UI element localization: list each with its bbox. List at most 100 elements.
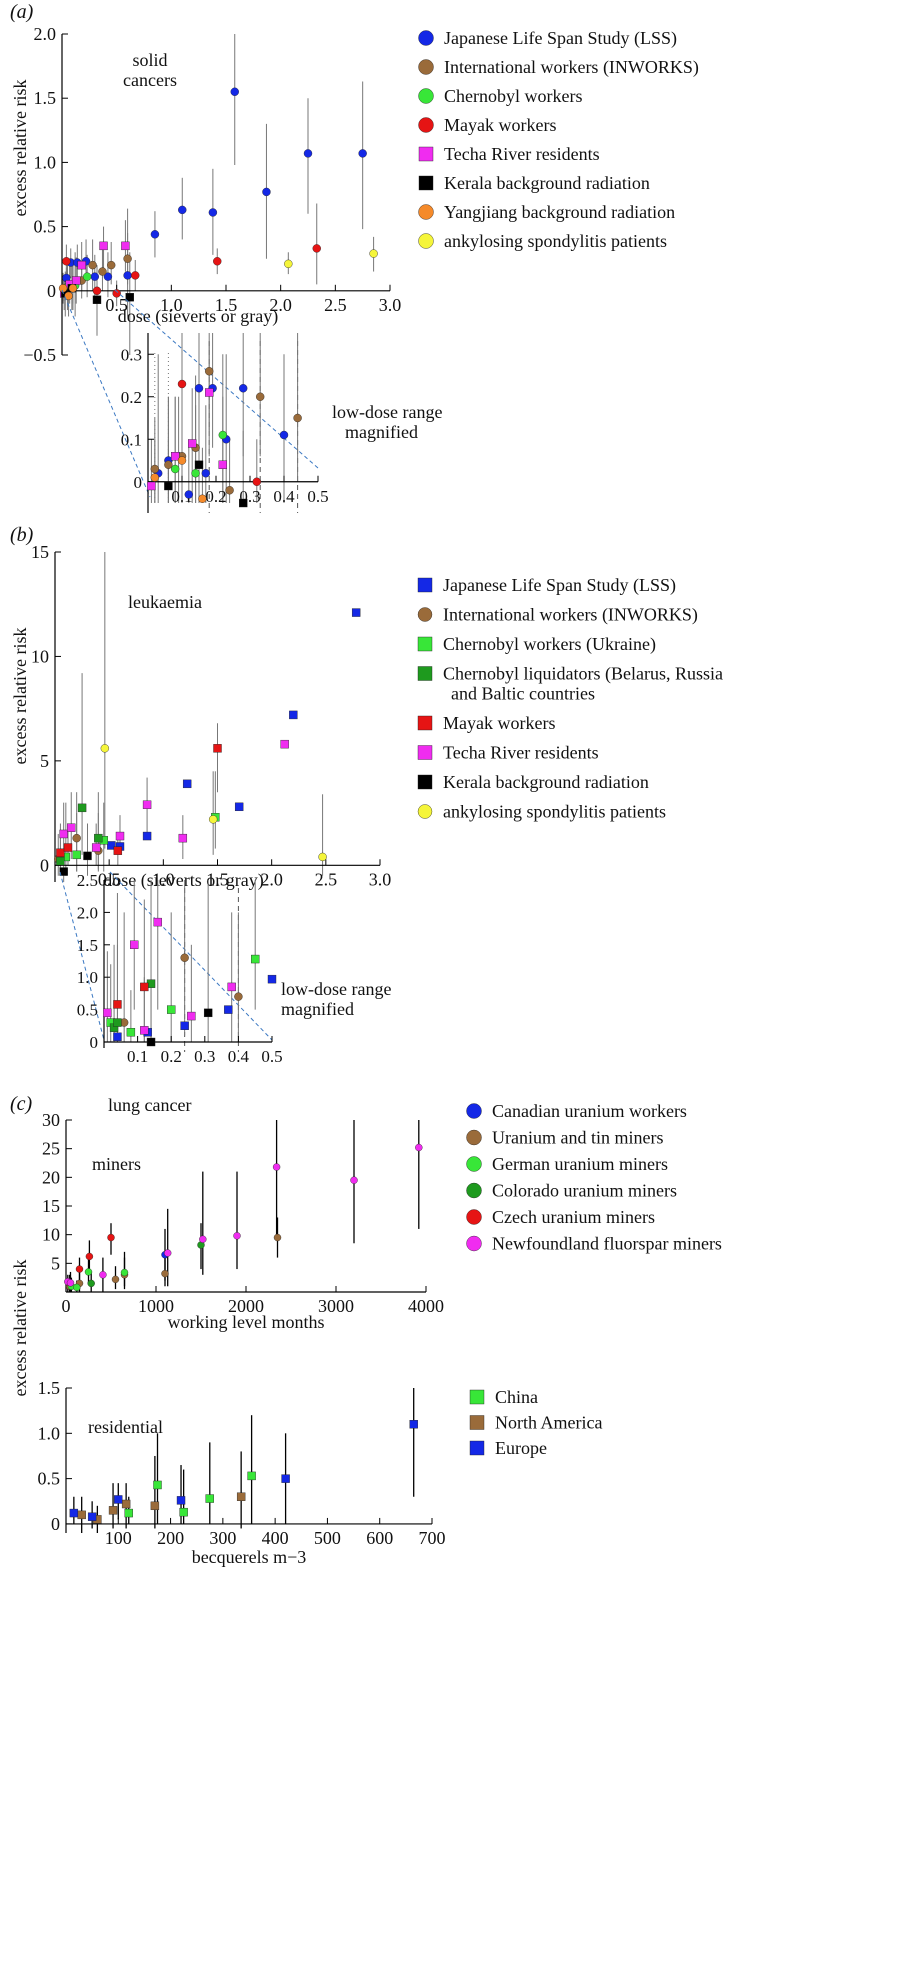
zoom-connector-line: [61, 289, 151, 498]
legend-marker: [466, 1209, 482, 1225]
x-tick-label: 0.5: [307, 487, 328, 506]
x-tick-label: 100: [105, 1528, 132, 1548]
zoom-connector-line: [59, 871, 105, 1041]
data-point: [56, 848, 65, 857]
legend-marker: [466, 1182, 482, 1199]
data-point: [87, 1279, 95, 1288]
data-point: [72, 850, 81, 860]
data-point: [170, 464, 180, 474]
legend-marker: [417, 804, 433, 819]
data-point: [140, 1026, 149, 1035]
data-point: [312, 244, 321, 253]
y-tick-label: 0.2: [121, 388, 142, 407]
legend-label: Techa River residents: [443, 743, 599, 763]
y-tick-label: 1.5: [34, 88, 57, 108]
y-tick-label: 30: [42, 1110, 60, 1130]
legend-label: Uranium and tin miners: [492, 1128, 663, 1148]
data-point: [187, 439, 197, 448]
x-tick-label: 2.0: [269, 295, 292, 315]
y-tick-label: 25: [42, 1139, 60, 1159]
data-point: [415, 1143, 423, 1152]
x-tick-label: 200: [157, 1528, 184, 1548]
data-point: [146, 1037, 156, 1047]
data-point: [150, 230, 160, 239]
data-point: [238, 498, 248, 508]
legend-marker: [418, 117, 434, 133]
data-point: [191, 469, 200, 478]
data-point: [140, 982, 149, 992]
data-point: [224, 1005, 233, 1014]
y-tick-label: 1.0: [34, 152, 57, 172]
legend-label: North America: [495, 1413, 602, 1433]
y-tick-label: 0: [90, 1033, 99, 1052]
data-point: [69, 1508, 79, 1518]
data-point: [284, 259, 293, 269]
x-tick-label: 600: [366, 1528, 393, 1548]
chart-annotation: low-dose range: [332, 402, 442, 422]
data-point: [164, 460, 173, 469]
data-point: [131, 271, 140, 280]
legend-marker: [466, 1235, 482, 1252]
y-tick-label: 2.0: [77, 903, 98, 922]
x-tick-label: 0.2: [161, 1047, 182, 1066]
data-point: [303, 149, 313, 158]
data-point: [142, 831, 152, 841]
data-point: [56, 856, 65, 866]
y-tick-label: 2.5: [77, 871, 98, 890]
y-tick-label: 0: [134, 473, 143, 492]
legend-marker: [418, 88, 434, 104]
data-point: [94, 833, 103, 843]
legend-label: Japanese Life Span Study (LSS): [443, 575, 676, 596]
legend-label: Chernobyl workers: [444, 86, 582, 106]
y-tick-label: 20: [42, 1167, 60, 1187]
data-point: [83, 851, 92, 861]
x-tick-label: 500: [314, 1528, 341, 1548]
data-point: [279, 430, 289, 440]
y-tick-label: 1.0: [38, 1423, 61, 1443]
data-point: [205, 1494, 214, 1503]
y-tick-label: 10: [42, 1225, 60, 1245]
data-point: [72, 833, 81, 843]
x-tick-label: 0.3: [194, 1047, 215, 1066]
data-point: [176, 1496, 186, 1505]
x-tick-label: 3000: [318, 1296, 354, 1316]
x-tick-label: 0.2: [205, 487, 226, 506]
data-point: [59, 867, 68, 876]
y-tick-label: −0.5: [23, 345, 56, 365]
panel-label: (c): [10, 1093, 33, 1115]
data-point: [318, 852, 327, 862]
chart-annotation: residential: [88, 1417, 163, 1437]
chart-annotation: lung cancer: [108, 1095, 191, 1115]
x-tick-label: 2.5: [315, 869, 338, 889]
data-point: [236, 1492, 246, 1501]
panel-label: (a): [10, 1, 34, 23]
data-point: [68, 284, 78, 293]
legend-marker: [466, 1156, 482, 1172]
data-point: [106, 260, 116, 270]
legend-marker: [466, 1129, 482, 1146]
legend-marker: [418, 59, 434, 75]
legend-marker: [417, 774, 433, 790]
data-point: [113, 1018, 122, 1027]
x-tick-label: 3.0: [369, 869, 392, 889]
data-point: [150, 473, 160, 482]
data-point: [272, 1163, 281, 1171]
chart-annotation: low-dose range: [281, 979, 391, 999]
legend-marker: [418, 175, 434, 191]
x-axis-label: becquerels m−3: [192, 1547, 307, 1567]
data-point: [203, 1008, 213, 1018]
data-point: [62, 257, 71, 266]
legend-label: Japanese Life Span Study (LSS): [444, 28, 677, 49]
x-tick-label: 0.4: [273, 487, 295, 506]
data-point: [82, 272, 92, 281]
legend-marker: [417, 666, 433, 681]
data-point: [99, 241, 108, 251]
data-point: [113, 1000, 122, 1009]
x-tick-label: 0: [62, 1296, 71, 1316]
legend-marker: [418, 233, 434, 249]
y-axis-label: excess relative risk: [10, 80, 30, 217]
data-point: [92, 286, 102, 295]
x-tick-label: 0.5: [261, 1047, 282, 1066]
data-point: [99, 1271, 107, 1279]
